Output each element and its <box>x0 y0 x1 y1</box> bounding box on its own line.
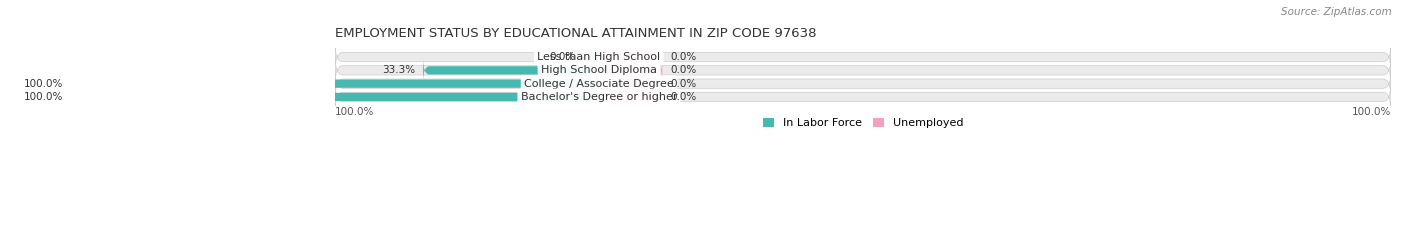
FancyBboxPatch shape <box>423 58 599 82</box>
FancyBboxPatch shape <box>70 85 599 109</box>
FancyBboxPatch shape <box>335 82 1391 112</box>
FancyBboxPatch shape <box>335 42 1391 72</box>
Text: EMPLOYMENT STATUS BY EDUCATIONAL ATTAINMENT IN ZIP CODE 97638: EMPLOYMENT STATUS BY EDUCATIONAL ATTAINM… <box>335 27 817 40</box>
Text: 0.0%: 0.0% <box>671 52 696 62</box>
Text: 0.0%: 0.0% <box>671 79 696 89</box>
FancyBboxPatch shape <box>335 68 1391 99</box>
FancyBboxPatch shape <box>335 55 1391 86</box>
FancyBboxPatch shape <box>599 72 662 96</box>
Text: 33.3%: 33.3% <box>382 65 415 75</box>
FancyBboxPatch shape <box>70 72 599 96</box>
Text: High School Diploma: High School Diploma <box>541 65 657 75</box>
FancyBboxPatch shape <box>599 85 662 109</box>
FancyBboxPatch shape <box>583 48 599 66</box>
Text: 100.0%: 100.0% <box>1351 107 1391 117</box>
FancyBboxPatch shape <box>599 45 662 69</box>
Text: Bachelor's Degree or higher: Bachelor's Degree or higher <box>520 92 678 102</box>
Text: 100.0%: 100.0% <box>24 92 63 102</box>
Text: Source: ZipAtlas.com: Source: ZipAtlas.com <box>1281 7 1392 17</box>
Legend: In Labor Force, Unemployed: In Labor Force, Unemployed <box>758 113 967 133</box>
Text: 0.0%: 0.0% <box>548 52 575 62</box>
Text: College / Associate Degree: College / Associate Degree <box>524 79 673 89</box>
Text: 100.0%: 100.0% <box>24 79 63 89</box>
Text: Less than High School: Less than High School <box>537 52 661 62</box>
Text: 100.0%: 100.0% <box>335 107 374 117</box>
FancyBboxPatch shape <box>599 58 662 82</box>
Text: 0.0%: 0.0% <box>671 92 696 102</box>
Text: 0.0%: 0.0% <box>671 65 696 75</box>
